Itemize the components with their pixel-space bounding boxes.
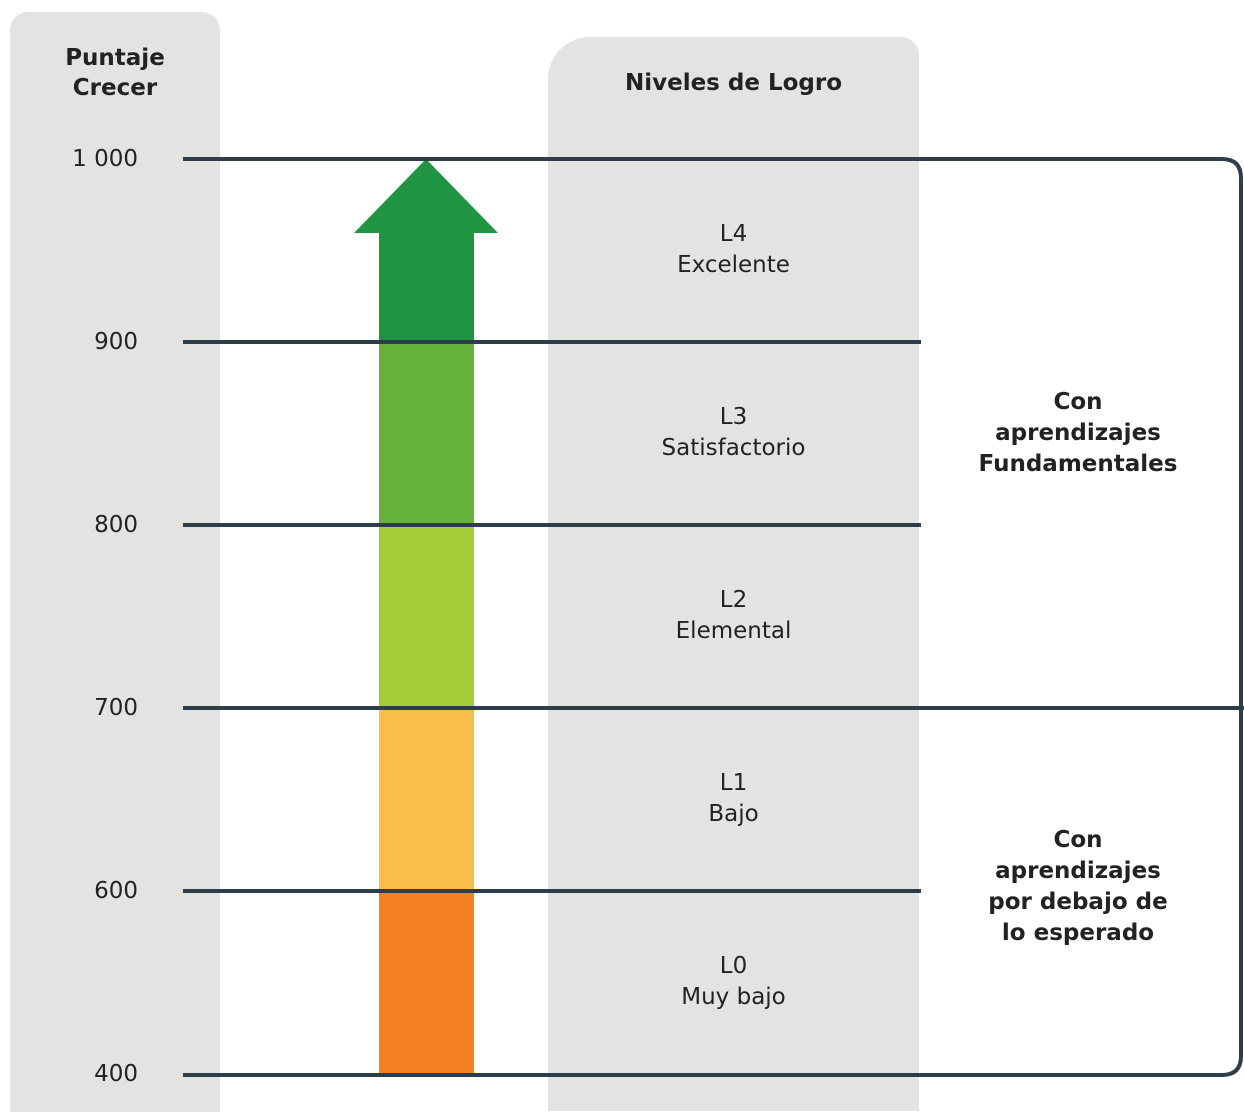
level-l2: L2 Elemental	[548, 585, 919, 647]
group-label-fundamental: Con aprendizajes Fundamentales	[968, 387, 1188, 480]
group-line: aprendizajes	[968, 856, 1188, 887]
level-name: Excelente	[548, 250, 919, 281]
group-line: Con	[968, 387, 1188, 418]
arrow-segment-l0	[379, 891, 474, 1075]
level-name: Elemental	[548, 616, 919, 647]
score-header-line2: Crecer	[10, 73, 220, 103]
group-line: lo esperado	[968, 918, 1188, 949]
group-line: por debajo de	[968, 887, 1188, 918]
tick-label-700: 700	[20, 693, 138, 723]
level-code: L2	[548, 585, 919, 616]
group-line: Fundamentales	[968, 449, 1188, 480]
score-header: Puntaje Crecer	[10, 43, 220, 103]
group-line: Con	[968, 825, 1188, 856]
tick-label-1000: 1 000	[20, 144, 138, 174]
score-header-line1: Puntaje	[10, 43, 220, 73]
group-line: aprendizajes	[968, 418, 1188, 449]
tick-label-900: 900	[20, 327, 138, 357]
level-code: L4	[548, 219, 919, 250]
level-name: Bajo	[548, 799, 919, 830]
level-code: L0	[548, 951, 919, 982]
tick-label-400: 400	[20, 1059, 138, 1089]
arrow-segment-l2	[379, 525, 474, 708]
arrow-segment-l3	[379, 342, 474, 525]
arrow-segment-l1	[379, 708, 474, 891]
level-name: Muy bajo	[548, 982, 919, 1013]
arrow-segment-l4	[379, 230, 474, 342]
level-l3: L3 Satisfactorio	[548, 402, 919, 464]
arrow-head	[354, 159, 498, 233]
levels-header: Niveles de Logro	[548, 68, 919, 98]
level-l1: L1 Bajo	[548, 768, 919, 830]
level-l0: L0 Muy bajo	[548, 951, 919, 1013]
level-code: L1	[548, 768, 919, 799]
tick-label-800: 800	[20, 510, 138, 540]
tick-label-600: 600	[20, 876, 138, 906]
level-l4: L4 Excelente	[548, 219, 919, 281]
group-label-below-expected: Con aprendizajes por debajo de lo espera…	[968, 825, 1188, 949]
level-name: Satisfactorio	[548, 433, 919, 464]
level-code: L3	[548, 402, 919, 433]
